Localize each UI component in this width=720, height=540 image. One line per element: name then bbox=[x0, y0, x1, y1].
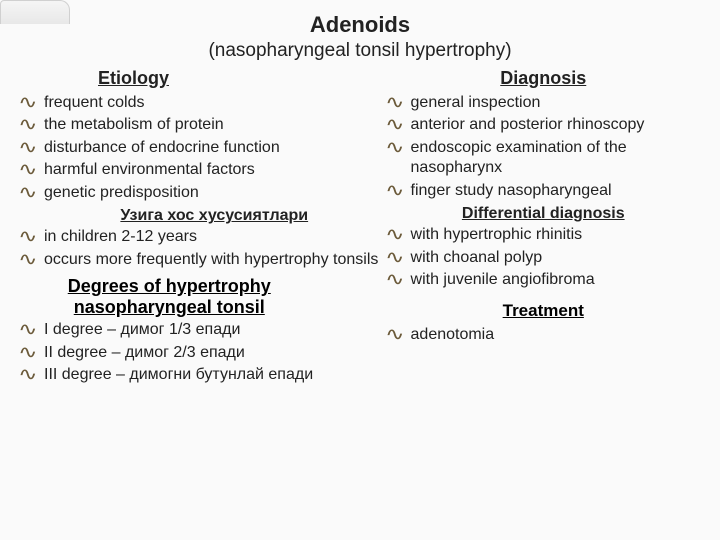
left-column: Etiology frequent colds the metabolism o… bbox=[18, 66, 381, 388]
right-column: Diagnosis general inspection anterior an… bbox=[381, 66, 702, 388]
diff-diagnosis-list: with hypertrophic rhinitis with choanal … bbox=[385, 225, 702, 290]
list-item: frequent colds bbox=[18, 93, 381, 113]
slide-subtitle: (nasopharyngeal tonsil hypertrophy) bbox=[18, 40, 702, 62]
list-item: genetic predisposition bbox=[18, 183, 381, 203]
treatment-list: adenotomia bbox=[385, 325, 702, 345]
list-item: with hypertrophic rhinitis bbox=[385, 225, 702, 245]
list-item: the metabolism of protein bbox=[18, 115, 381, 135]
slide-title: Adenoids bbox=[18, 12, 702, 38]
degrees-heading: Degrees of hypertrophy nasopharyngeal to… bbox=[18, 276, 381, 318]
own-features-list: in children 2-12 years occurs more frequ… bbox=[18, 227, 381, 270]
list-item: II degree – димог 2/3 епади bbox=[18, 343, 381, 363]
diagnosis-heading: Diagnosis bbox=[385, 68, 702, 89]
list-item: endoscopic examination of the nasopharyn… bbox=[385, 138, 702, 179]
list-item: finger study nasopharyngeal bbox=[385, 181, 702, 201]
columns: Etiology frequent colds the metabolism o… bbox=[18, 66, 702, 388]
list-item: III degree – димогни бутунлай епади bbox=[18, 365, 381, 385]
list-item: disturbance of endocrine function bbox=[18, 138, 381, 158]
list-item: anterior and posterior rhinoscopy bbox=[385, 115, 702, 135]
list-item: general inspection bbox=[385, 93, 702, 113]
degrees-heading-line2: nasopharyngeal tonsil bbox=[74, 297, 265, 317]
list-item: with juvenile angiofibroma bbox=[385, 270, 702, 290]
corner-tab bbox=[0, 0, 70, 24]
treatment-heading: Treatment bbox=[385, 301, 702, 321]
etiology-list: frequent colds the metabolism of protein… bbox=[18, 93, 381, 203]
list-item: occurs more frequently with hypertrophy … bbox=[18, 250, 381, 270]
own-features-heading: Узига хос хусусиятлари bbox=[18, 207, 381, 225]
slide: Adenoids (nasopharyngeal tonsil hypertro… bbox=[0, 0, 720, 540]
list-item: adenotomia bbox=[385, 325, 702, 345]
etiology-heading: Etiology bbox=[18, 68, 381, 89]
diff-diagnosis-heading: Differential diagnosis bbox=[385, 205, 702, 223]
degrees-list: I degree – димог 1/3 епади II degree – д… bbox=[18, 320, 381, 385]
list-item: harmful environmental factors bbox=[18, 160, 381, 180]
diagnosis-list: general inspection anterior and posterio… bbox=[385, 93, 702, 201]
list-item: I degree – димог 1/3 епади bbox=[18, 320, 381, 340]
list-item: in children 2-12 years bbox=[18, 227, 381, 247]
degrees-heading-line1: Degrees of hypertrophy bbox=[68, 276, 271, 296]
list-item: with choanal polyp bbox=[385, 248, 702, 268]
